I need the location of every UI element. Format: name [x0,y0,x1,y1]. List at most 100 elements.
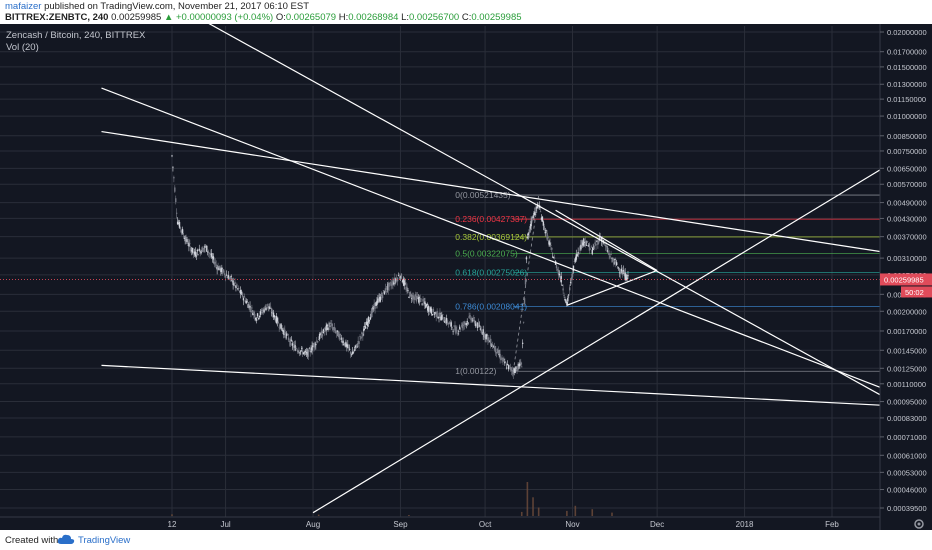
candle-body [540,217,543,220]
candle-body [244,299,247,303]
candle-body [404,283,406,285]
candle-body [317,339,320,341]
last-price-badge [880,273,932,286]
candle-body [417,297,420,300]
price-tick-label: 0.00145000 [887,346,927,355]
header-bar: mafaizer published on TradingView.com, N… [0,0,932,24]
candle-body [584,241,587,246]
fib-level-label: 0.382(0.00369124) [455,232,527,242]
candle-body [203,248,205,250]
trendline [312,165,886,514]
candle-body [314,342,316,348]
candle-body [514,369,516,373]
candle-body [470,318,472,321]
candle-body [374,302,376,309]
candle-body [490,345,493,347]
candle-body [474,323,477,326]
time-axis[interactable]: 12 Jul Aug Sep Oct Nov Dec 2018 Feb [168,520,840,529]
candle-body [348,347,350,349]
candle-body [333,326,336,331]
candle-body [218,267,220,271]
volume-bar [537,507,540,516]
candle-body [625,274,627,281]
candle-body [473,317,475,319]
candle-body [178,221,181,228]
price-tick-label: 0.00071000 [887,433,927,442]
candle-body [466,320,468,323]
candle-body [450,322,452,327]
quote-line: BITTREX:ZENBTC, 240 0.00259985 ▲ +0.0000… [5,12,522,23]
candle-body [332,327,334,330]
candle-body [451,327,453,328]
candle-body [267,303,269,307]
candle-body [205,245,207,247]
price-axis[interactable]: 0.02000000 0.01700000 0.01500000 0.01300000… [880,28,927,513]
fibonacci-retracement[interactable]: 0(0.00521435) 0.236(0.00427337) 0.382(0.00… [455,190,886,376]
trendline [101,364,886,407]
candle-body [326,324,328,327]
last-price: 0.00259985 [111,12,162,23]
trendlines[interactable] [101,0,886,514]
candle-body [270,306,272,308]
candle-body [189,243,191,245]
volume-bar [566,510,568,516]
candle-body [436,311,438,317]
candle-body [395,279,397,281]
candle-body [558,273,561,276]
candle-body [441,315,443,321]
candle-body [348,348,351,350]
price-tick-label: 0.02000000 [887,28,927,37]
candle-body [384,288,387,293]
candle-body [485,334,487,340]
candle-body [302,352,305,355]
price-tick-label: 0.00370000 [887,233,927,242]
last-price-badge-label: 0.00259985 [884,275,924,284]
candle-body [206,245,208,252]
gear-icon[interactable] [914,519,924,529]
candle-body [545,230,547,232]
candle-body [224,275,227,278]
price-tick-label: 0.00430000 [887,214,927,223]
candle-body [181,228,184,234]
time-tick-label: 12 [168,520,177,529]
price-chart[interactable]: 0(0.00521435) 0.236(0.00427337) 0.382(0.00… [0,0,932,530]
candle-body [442,314,444,315]
candle-body [350,354,353,356]
candle-body [238,287,240,289]
candle-body [361,332,363,335]
candle-body [567,297,569,302]
candle-body [187,244,189,246]
candle-body [568,287,571,291]
candle-body [298,350,300,353]
open-label: O: [275,12,286,23]
chart-area[interactable]: 0(0.00521435) 0.236(0.00427337) 0.382(0.00… [0,0,932,530]
candle-body [561,285,563,286]
candle-body [297,351,299,353]
candle-body [426,304,428,306]
candle-body [352,352,355,354]
candle-body [415,295,418,302]
candle-body [278,326,280,328]
candle-body [603,242,606,245]
candle-body [420,298,422,300]
up-arrow-icon: ▲ [163,12,174,23]
author-link[interactable]: mafaizer [5,1,42,12]
candle-body [573,261,576,262]
candle-body [604,244,607,247]
candle-body [407,290,409,292]
candle-body [536,206,538,209]
candle-body [568,294,570,296]
fib-level-label: 1(0.00122) [455,366,496,376]
candle-body [284,329,286,335]
tradingview-brand-link[interactable]: TradingView [78,535,131,546]
candle-body [276,317,278,323]
candle-body [483,333,485,338]
candle-body [245,301,247,304]
candle-body [257,318,260,319]
candle-body [616,266,619,269]
candle-body [456,329,458,331]
candle-body [195,255,198,257]
candle-body [504,361,506,364]
candle-body [461,323,464,329]
candle-body [616,262,618,266]
